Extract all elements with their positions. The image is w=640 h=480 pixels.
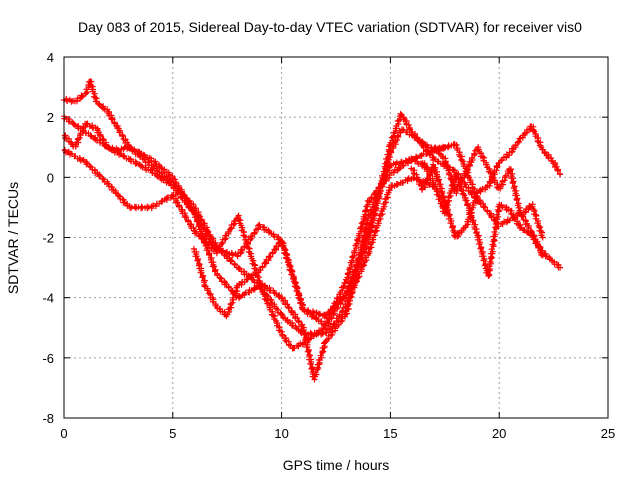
y-tick-label: -6 [42,351,54,366]
y-tick-label: -8 [42,411,54,426]
x-tick-label: 5 [169,426,176,441]
data-series [61,78,564,383]
data-points-track-6 [408,123,564,240]
x-tick-label: 10 [274,426,288,441]
y-tick-label: -2 [42,231,54,246]
x-tick-label: 0 [60,426,67,441]
x-axis-label: GPS time / hours [283,457,390,473]
grid [64,57,608,418]
data-series-track-6 [408,123,564,240]
x-tick-label: 15 [383,426,397,441]
data-points-track-8 [431,144,546,241]
y-tick-label: -4 [42,291,54,306]
data-series-track-7 [419,160,546,279]
x-tick-label: 25 [601,426,615,441]
data-series-track-8 [431,144,546,241]
y-axis-label: SDTVAR / TECUs [5,182,21,294]
plot-frame [63,56,609,419]
chart-title: Day 083 of 2015, Sidereal Day-to-day VTE… [78,19,582,35]
y-tick-label: 2 [47,110,54,125]
x-tick-label: 20 [492,426,506,441]
data-points-track-7 [419,160,546,279]
ticks: 0 5 10 15 20 25 -8 -6 -4 -2 0 2 4 [42,50,615,441]
y-tick-label: 4 [47,50,54,65]
y-tick-label: 0 [47,170,54,185]
